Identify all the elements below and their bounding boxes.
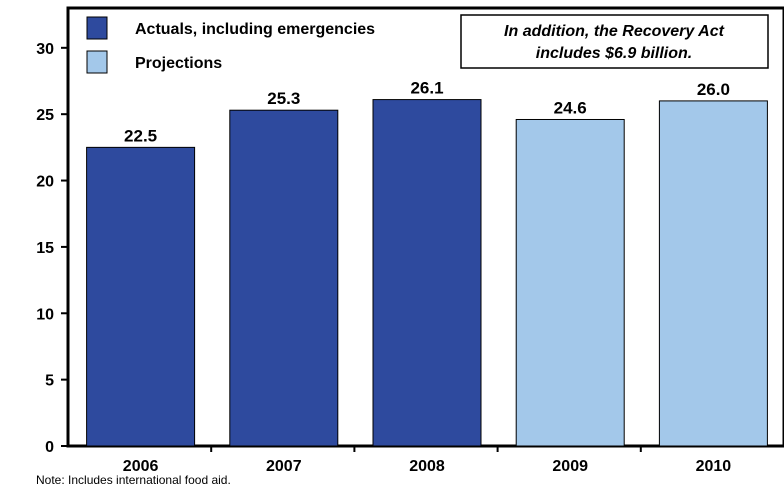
- legend: Actuals, including emergencies Projectio…: [86, 16, 375, 74]
- footnote: Note: Includes international food aid.: [36, 473, 231, 487]
- x-tick-label-2010: 2010: [696, 458, 732, 475]
- legend-swatch-projections: [86, 50, 108, 74]
- data-label-2009: 24.6: [554, 98, 587, 117]
- y-tick-label: 25: [36, 107, 54, 124]
- data-label-2006: 22.5: [124, 126, 157, 145]
- x-tick-label-2009: 2009: [552, 458, 588, 475]
- annotation-border: [460, 14, 769, 69]
- legend-label-projections: Projections: [135, 55, 222, 72]
- y-tick-label: 30: [36, 41, 54, 58]
- y-tick-label: 10: [36, 306, 54, 323]
- data-label-2010: 26.0: [697, 80, 730, 99]
- y-tick-label: 0: [45, 439, 54, 456]
- legend-label-actuals: Actuals, including emergencies: [135, 21, 375, 38]
- bar-2006: [86, 146, 196, 447]
- annotation-box: In addition, the Recovery Act includes $…: [460, 14, 769, 69]
- bar-2007: [229, 109, 339, 447]
- x-axis: 2006 2007 2008 2009 2010: [123, 446, 731, 475]
- data-label-2008: 26.1: [410, 79, 443, 98]
- bar-2009: [515, 118, 625, 447]
- legend-swatch-actuals: [86, 16, 108, 40]
- data-label-2007: 25.3: [267, 89, 300, 108]
- x-tick-label-2008: 2008: [409, 458, 445, 475]
- annotation-line-1: In addition, the Recovery Act: [504, 23, 725, 40]
- y-tick-label: 5: [45, 373, 54, 390]
- y-axis: 0 5 10 15 20 25 30: [36, 41, 68, 456]
- x-tick-label-2006: 2006: [123, 458, 159, 475]
- annotation-line-2: includes $6.9 billion.: [536, 45, 692, 62]
- y-tick-label: 15: [36, 240, 54, 257]
- bar-2010: [658, 100, 768, 447]
- y-tick-label: 20: [36, 174, 54, 191]
- bars-group: 22.5 25.3 26.1 24.6 26.0: [86, 79, 768, 447]
- x-tick-label-2007: 2007: [266, 458, 302, 475]
- bar-2008: [372, 99, 482, 447]
